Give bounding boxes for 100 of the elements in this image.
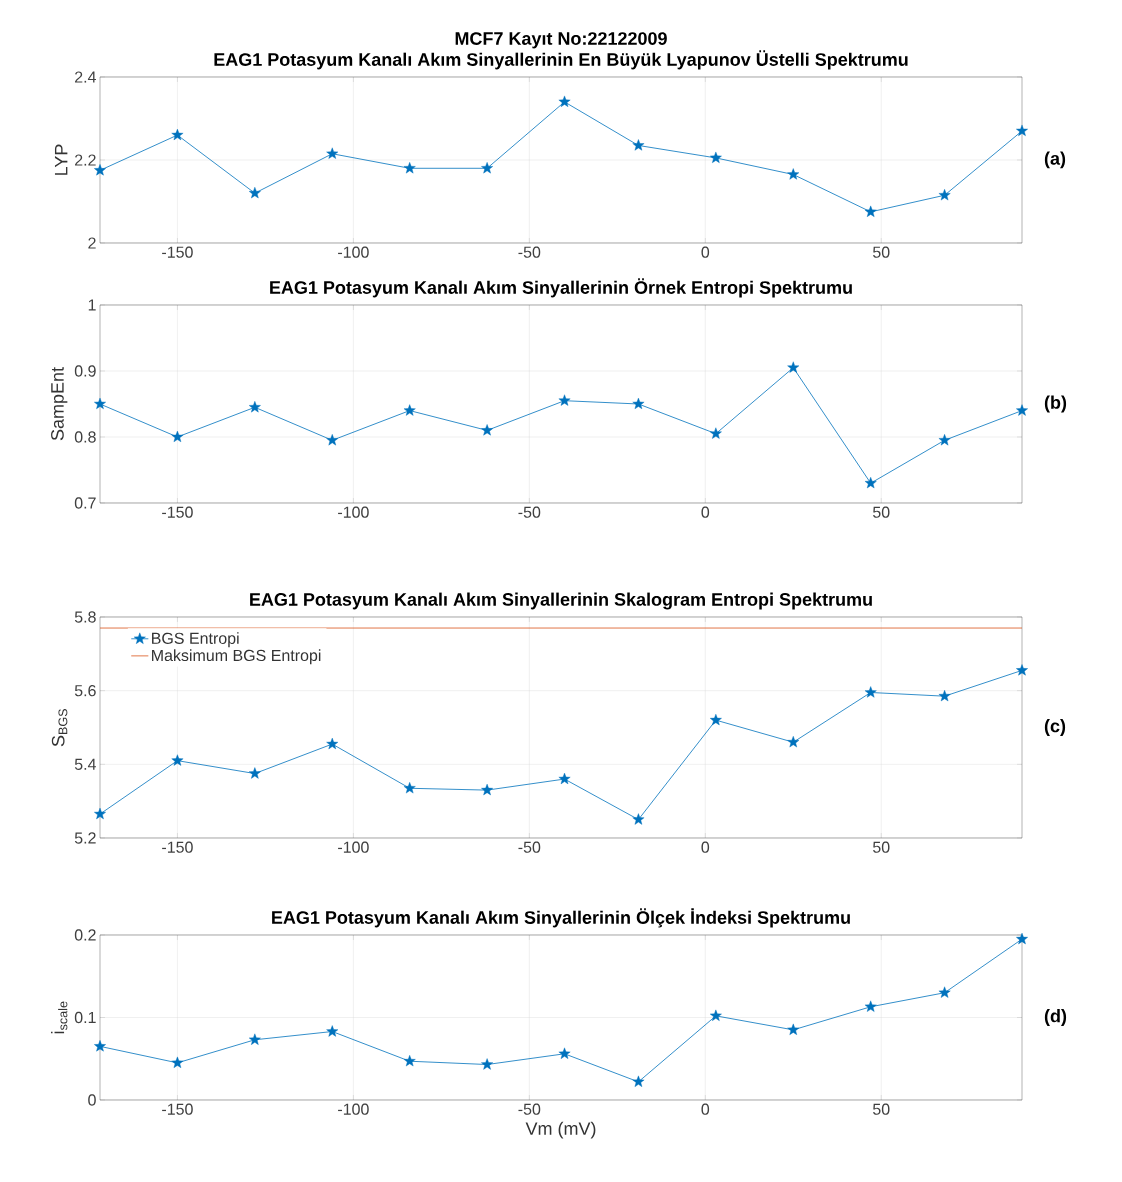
y-axis-title: SampEnt — [51, 367, 68, 441]
x-tick-label: -150 — [162, 506, 193, 518]
x-tick-label: -50 — [518, 246, 541, 258]
point — [558, 772, 571, 785]
legend-label: BGS Entropi — [152, 632, 239, 648]
text: (a) — [1044, 151, 1066, 169]
y-tick-label: 5.6 — [74, 685, 96, 697]
point — [864, 205, 877, 217]
point — [326, 434, 339, 446]
text: (b) — [1044, 395, 1067, 413]
point — [864, 686, 877, 698]
text: (d) — [1044, 1009, 1067, 1026]
x-tick-label: -150 — [162, 246, 193, 258]
point — [787, 361, 800, 373]
y-tick-label: 0.9 — [74, 365, 96, 377]
point — [864, 1000, 877, 1012]
x-tick-label: -50 — [518, 506, 541, 518]
point — [248, 401, 261, 413]
point — [632, 139, 645, 151]
point — [171, 128, 184, 141]
point — [481, 1058, 494, 1070]
y-tick-label: 5.4 — [74, 758, 96, 770]
point — [1016, 932, 1028, 945]
x-tick-label: -100 — [338, 1103, 369, 1115]
y-axis-title: S$_{BGS}$ — [51, 709, 68, 747]
y-tick-label: 1 — [88, 299, 96, 311]
point — [787, 168, 800, 180]
point — [938, 689, 951, 702]
point — [709, 713, 722, 726]
y-tick-label: 5.8 — [74, 611, 96, 623]
point — [171, 754, 184, 766]
chart-title: EAG1 Potasyum Kanalı Akım Sinyallerinin Örnek Entropi Spektrumu — [270, 278, 852, 298]
point — [326, 1025, 339, 1037]
point — [326, 147, 339, 159]
y-tick-label: 0.1 — [74, 1011, 96, 1024]
point — [632, 397, 645, 410]
point — [864, 476, 877, 489]
point — [248, 1033, 261, 1045]
point — [481, 162, 494, 174]
point — [787, 736, 800, 748]
y-axis-title: LYP — [54, 144, 68, 175]
chart-title: EAG1 Potasyum Kanalı Akım Sinyallerinin Ölçek İndeksi Spektrumu — [272, 908, 850, 928]
y-axis-title: i$_{scale}$ — [51, 1001, 68, 1034]
point — [171, 1056, 184, 1068]
point — [403, 404, 416, 416]
point — [558, 394, 571, 406]
y-tick-label: 0 — [88, 1094, 96, 1106]
x-tick-label: 0 — [701, 246, 710, 258]
chart-title: EAG1 Potasyum Kanalı Akım Sinyallerinin Skalogram Entropi Spektrumu — [250, 592, 872, 610]
x-axis-title: Vm (mV) — [525, 1121, 596, 1139]
point — [403, 162, 416, 174]
x-tick-label: -150 — [162, 1103, 193, 1115]
point — [94, 1040, 106, 1052]
x-tick-label: 50 — [872, 1103, 890, 1115]
point — [938, 189, 951, 201]
point — [938, 986, 951, 998]
legend-label: Maksimum BGS Entropi — [152, 649, 321, 665]
point — [1016, 664, 1028, 676]
point — [709, 151, 722, 163]
point — [94, 164, 106, 176]
point — [787, 1023, 800, 1035]
point — [94, 397, 106, 410]
x-tick-label: 0 — [701, 506, 710, 518]
point — [709, 427, 722, 439]
x-tick-label: -150 — [162, 841, 193, 853]
point — [558, 95, 571, 107]
chart-title: MCF7 Kayıt No:22122009 — [455, 32, 667, 49]
y-tick-label: 0.7 — [74, 497, 96, 509]
y-tick-label: 0.2 — [74, 929, 96, 941]
point — [481, 424, 494, 436]
point — [403, 782, 416, 794]
x-tick-label: -50 — [518, 841, 541, 853]
point — [248, 767, 261, 779]
point — [481, 783, 494, 796]
x-tick-label: 50 — [872, 246, 890, 258]
x-tick-label: 50 — [872, 506, 890, 518]
point — [1016, 124, 1028, 136]
x-tick-label: -100 — [338, 506, 369, 518]
point — [403, 1055, 416, 1067]
point — [632, 813, 645, 825]
point — [558, 1047, 571, 1059]
point — [94, 807, 106, 820]
x-tick-label: -100 — [338, 841, 369, 853]
x-tick-label: -100 — [338, 246, 369, 258]
point — [709, 1009, 722, 1021]
y-tick-label: 2.4 — [75, 71, 96, 83]
point — [1016, 404, 1028, 416]
y-tick-label: 2.2 — [75, 154, 96, 166]
x-tick-label: -50 — [518, 1103, 541, 1115]
point — [632, 1075, 645, 1087]
y-tick-label: 5.2 — [74, 832, 96, 844]
chart-subtitle: EAG1 Potasyum Kanalı Akım Sinyallerinin En Büyük Lyapunov Üstelli Spektrumu — [214, 50, 908, 70]
point — [248, 186, 261, 199]
y-tick-label: 2 — [88, 237, 96, 249]
x-tick-label: 0 — [701, 1103, 710, 1115]
x-tick-label: 0 — [701, 841, 710, 853]
x-tick-label: 50 — [872, 841, 890, 853]
text: (c) — [1044, 719, 1066, 736]
point — [171, 430, 184, 443]
point — [938, 434, 951, 446]
